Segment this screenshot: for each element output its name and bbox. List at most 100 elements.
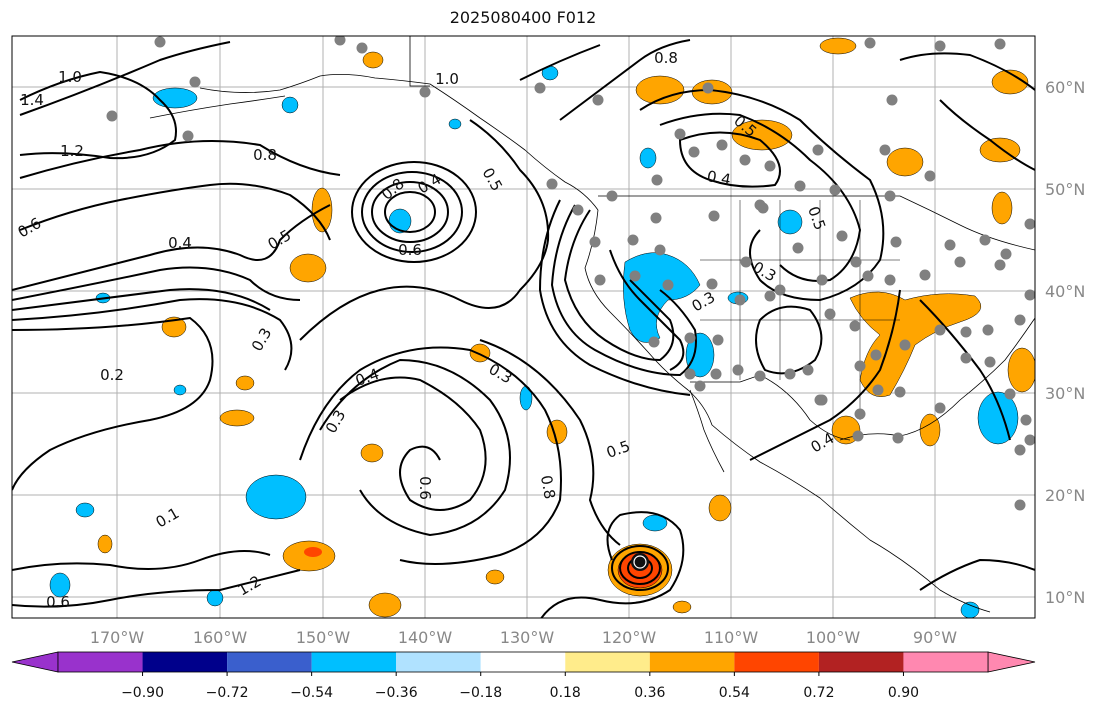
point-marker	[1024, 218, 1035, 230]
positive-anomaly-region	[708, 494, 732, 522]
point-marker	[984, 356, 996, 368]
point-marker	[1000, 248, 1012, 260]
point-marker	[982, 324, 994, 336]
positive-anomaly-region	[1007, 347, 1035, 393]
point-marker	[850, 256, 862, 268]
contour-line	[540, 511, 685, 618]
point-marker	[944, 239, 956, 251]
contour-line	[384, 191, 436, 233]
colorbar-segment	[227, 652, 312, 672]
negative-anomaly-region	[639, 147, 657, 169]
point-marker	[662, 279, 674, 291]
point-marker	[899, 339, 911, 351]
point-marker	[994, 38, 1006, 50]
point-marker	[740, 256, 752, 268]
colorbar-tick-label: −0.72	[206, 685, 249, 701]
colorbar-segment	[142, 652, 228, 672]
contour-line	[371, 181, 449, 243]
positive-anomaly-region	[672, 600, 692, 614]
contour-label: 1.0	[58, 68, 82, 86]
point-marker	[884, 274, 896, 286]
latitude-axis: 60°N 50°N 40°N 30°N 20°N 10°N	[1045, 78, 1085, 607]
map-title: 2025080400 F012	[449, 8, 597, 27]
negative-anomaly-region	[960, 601, 980, 618]
alaska-border	[409, 36, 430, 87]
contour-label: 1.0	[435, 70, 459, 88]
point-marker	[674, 128, 686, 140]
point-marker	[688, 146, 700, 158]
contour-line	[12, 288, 271, 311]
longitude-tick-label: 90°W	[913, 628, 957, 647]
colorbar-segment	[480, 652, 566, 672]
point-marker	[792, 242, 804, 254]
latitude-tick-label: 40°N	[1045, 282, 1085, 301]
point-marker	[862, 270, 874, 282]
latitude-tick-label: 50°N	[1045, 180, 1085, 199]
colorbar-tick-label: 0.72	[803, 685, 834, 701]
point-marker	[816, 274, 828, 286]
latitude-tick-label: 20°N	[1045, 486, 1085, 505]
us-canada-border	[598, 195, 1035, 251]
point-marker	[710, 368, 722, 380]
point-marker	[594, 274, 606, 286]
contour-line	[12, 298, 293, 371]
point-marker	[829, 184, 841, 196]
point-marker	[606, 190, 618, 202]
alaska-coastline	[199, 74, 599, 211]
contour-line	[659, 112, 862, 282]
point-marker	[1014, 444, 1026, 456]
contour-line	[12, 266, 301, 301]
point-marker	[892, 432, 904, 444]
point-marker	[764, 160, 776, 172]
point-marker	[154, 36, 166, 48]
point-marker	[650, 212, 662, 224]
colorbar: −0.90 −0.72 −0.54 −0.36 −0.18 0.18 0.36 0.54 0.7…	[11, 651, 1036, 701]
colorbar-segment	[818, 652, 904, 672]
colorbar-tick-label: 0.54	[719, 685, 750, 701]
contour-line	[563, 209, 675, 362]
positive-anomaly-region	[819, 37, 857, 55]
point-marker	[589, 236, 601, 248]
contour-label: 0.2	[100, 366, 124, 384]
contour-line	[519, 44, 601, 81]
point-marker	[774, 284, 786, 296]
contour-line	[19, 140, 341, 179]
longitude-axis: 170°W 160°W 150°W 140°W 130°W 120°W 110°W 100°W…	[90, 628, 957, 647]
contour-label: 0.4	[706, 167, 733, 189]
negative-anomaly-region	[448, 118, 462, 130]
positive-anomaly-region	[731, 119, 793, 151]
colorbar-tick-label: −0.36	[375, 685, 418, 701]
negative-anomaly-region	[75, 502, 95, 518]
colorbar-segment	[734, 652, 819, 672]
point-marker	[712, 334, 724, 346]
point-marker	[684, 368, 696, 380]
positive-anomaly-region	[360, 443, 384, 463]
point-marker	[356, 42, 368, 54]
negative-anomaly-region	[49, 572, 71, 598]
contour-label: 0.4	[168, 234, 192, 252]
contour-label: 0.8	[253, 146, 277, 164]
us-mexico-border	[690, 374, 851, 441]
colorbar-tick-label: −0.90	[121, 685, 164, 701]
point-marker	[419, 86, 431, 98]
longitude-tick-label: 150°W	[296, 628, 351, 647]
positive-anomaly-region	[635, 75, 685, 105]
point-marker	[1020, 414, 1032, 426]
negative-anomaly-region	[623, 252, 701, 343]
gulf-coast	[839, 317, 1035, 441]
negative-anomaly-region	[245, 474, 307, 520]
point-marker	[960, 326, 972, 338]
colorbar-extend-max	[987, 651, 1036, 673]
positive-anomaly-region	[97, 534, 113, 554]
contours	[12, 39, 1035, 618]
point-marker	[924, 170, 936, 182]
point-marker	[716, 139, 728, 151]
point-marker	[739, 154, 751, 166]
point-marker	[934, 402, 946, 414]
point-markers	[106, 36, 1035, 511]
colorbar-tick-label: 0.18	[550, 685, 581, 701]
latitude-tick-label: 30°N	[1045, 384, 1085, 403]
colorbar-tick-label: −0.54	[290, 685, 333, 701]
point-marker	[954, 256, 966, 268]
